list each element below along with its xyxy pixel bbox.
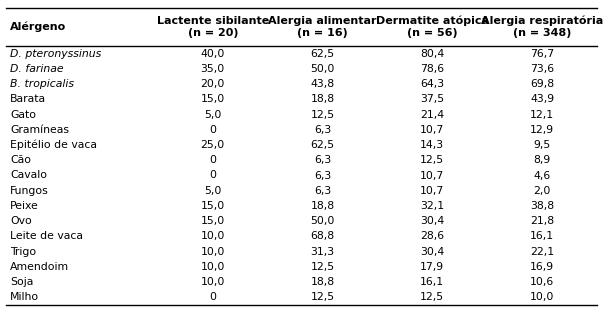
Text: 18,8: 18,8 [311, 277, 335, 287]
Text: 12,5: 12,5 [311, 292, 335, 302]
Text: 10,7: 10,7 [420, 170, 444, 180]
Text: (n = 16): (n = 16) [297, 28, 348, 38]
Text: 21,8: 21,8 [530, 216, 554, 226]
Text: 80,4: 80,4 [420, 49, 444, 58]
Text: 32,1: 32,1 [420, 201, 444, 211]
Text: Epitélio de vaca: Epitélio de vaca [10, 140, 97, 150]
Text: Alérgeno: Alérgeno [10, 22, 66, 32]
Text: 31,3: 31,3 [311, 247, 335, 257]
Text: 2,0: 2,0 [534, 186, 551, 196]
Text: 10,7: 10,7 [420, 125, 444, 135]
Text: 76,7: 76,7 [530, 49, 554, 58]
Text: Trigo: Trigo [10, 247, 36, 257]
Text: 9,5: 9,5 [534, 140, 551, 150]
Text: 62,5: 62,5 [311, 49, 335, 58]
Text: 69,8: 69,8 [530, 79, 554, 89]
Text: Fungos: Fungos [10, 186, 49, 196]
Text: 20,0: 20,0 [201, 79, 225, 89]
Text: 8,9: 8,9 [534, 155, 551, 165]
Text: 5,0: 5,0 [204, 109, 221, 119]
Text: Soja: Soja [10, 277, 33, 287]
Text: 35,0: 35,0 [201, 64, 225, 74]
Text: 6,3: 6,3 [314, 170, 331, 180]
Text: Alergia alimentar: Alergia alimentar [268, 16, 377, 26]
Text: 10,0: 10,0 [201, 277, 225, 287]
Text: 17,9: 17,9 [420, 262, 444, 272]
Text: 10,7: 10,7 [420, 186, 444, 196]
Text: Gato: Gato [10, 109, 36, 119]
Text: 15,0: 15,0 [201, 216, 225, 226]
Text: 0: 0 [209, 292, 216, 302]
Text: 50,0: 50,0 [311, 216, 335, 226]
Text: D. farinae: D. farinae [10, 64, 64, 74]
Text: 15,0: 15,0 [201, 94, 225, 104]
Text: 10,0: 10,0 [201, 231, 225, 241]
Text: Leite de vaca: Leite de vaca [10, 231, 83, 241]
Text: 16,9: 16,9 [530, 262, 554, 272]
Text: 12,5: 12,5 [420, 155, 444, 165]
Text: 18,8: 18,8 [311, 94, 335, 104]
Text: 62,5: 62,5 [311, 140, 335, 150]
Text: 6,3: 6,3 [314, 186, 331, 196]
Text: 10,6: 10,6 [530, 277, 554, 287]
Text: (n = 56): (n = 56) [407, 28, 458, 38]
Text: 5,0: 5,0 [204, 186, 221, 196]
Text: 43,9: 43,9 [530, 94, 554, 104]
Text: Cavalo: Cavalo [10, 170, 47, 180]
Text: Lactente sibilante: Lactente sibilante [157, 16, 269, 26]
Text: Dermatite atópica: Dermatite atópica [376, 16, 489, 26]
Text: 6,3: 6,3 [314, 155, 331, 165]
Text: 43,8: 43,8 [311, 79, 335, 89]
Text: Gramíneas: Gramíneas [10, 125, 69, 135]
Text: 6,3: 6,3 [314, 125, 331, 135]
Text: 10,0: 10,0 [201, 262, 225, 272]
Text: 30,4: 30,4 [420, 216, 444, 226]
Text: 22,1: 22,1 [530, 247, 554, 257]
Text: 50,0: 50,0 [311, 64, 335, 74]
Text: 30,4: 30,4 [420, 247, 444, 257]
Text: 38,8: 38,8 [530, 201, 554, 211]
Text: 40,0: 40,0 [201, 49, 225, 58]
Text: B. tropicalis: B. tropicalis [10, 79, 74, 89]
Text: Milho: Milho [10, 292, 39, 302]
Text: 12,1: 12,1 [530, 109, 554, 119]
Text: 0: 0 [209, 170, 216, 180]
Text: 10,0: 10,0 [530, 292, 554, 302]
Text: 16,1: 16,1 [530, 231, 554, 241]
Text: Peixe: Peixe [10, 201, 39, 211]
Text: D. pteronyssinus: D. pteronyssinus [10, 49, 101, 58]
Text: Barata: Barata [10, 94, 46, 104]
Text: 73,6: 73,6 [530, 64, 554, 74]
Text: 78,6: 78,6 [420, 64, 444, 74]
Text: 12,5: 12,5 [311, 262, 335, 272]
Text: 14,3: 14,3 [420, 140, 444, 150]
Text: Cão: Cão [10, 155, 31, 165]
Text: Alergia respiratória: Alergia respiratória [481, 16, 603, 26]
Text: 12,5: 12,5 [311, 109, 335, 119]
Text: 0: 0 [209, 155, 216, 165]
Text: Ovo: Ovo [10, 216, 32, 226]
Text: 64,3: 64,3 [420, 79, 444, 89]
Text: 15,0: 15,0 [201, 201, 225, 211]
Text: 21,4: 21,4 [420, 109, 444, 119]
Text: 68,8: 68,8 [311, 231, 335, 241]
Text: 10,0: 10,0 [201, 247, 225, 257]
Text: (n = 348): (n = 348) [513, 28, 571, 38]
Text: Amendoim: Amendoim [10, 262, 69, 272]
Text: 37,5: 37,5 [420, 94, 444, 104]
Text: (n = 20): (n = 20) [188, 28, 238, 38]
Text: 25,0: 25,0 [201, 140, 225, 150]
Text: 12,9: 12,9 [530, 125, 554, 135]
Text: 16,1: 16,1 [420, 277, 444, 287]
Text: 12,5: 12,5 [420, 292, 444, 302]
Text: 4,6: 4,6 [534, 170, 551, 180]
Text: 18,8: 18,8 [311, 201, 335, 211]
Text: 0: 0 [209, 125, 216, 135]
Text: 28,6: 28,6 [420, 231, 444, 241]
